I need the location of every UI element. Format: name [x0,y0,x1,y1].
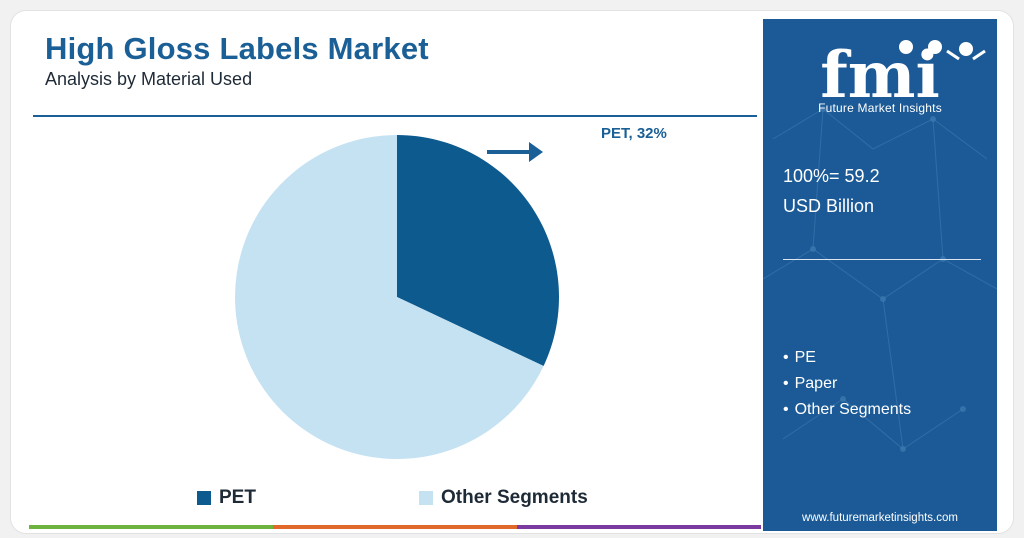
page-title: High Gloss Labels Market [45,31,429,66]
pie-slice-other-segments [235,135,544,459]
market-total-value: 100%= 59.2 [783,166,880,186]
legend-item-other-segments: Other Segments [419,487,588,509]
sidebar-panel: fmi Future Market Insights 100%= 59.2 US… [763,19,997,531]
title-divider [33,115,757,117]
pie-slice-pet [397,135,559,366]
logo-tagline: Future Market Insights [818,101,942,115]
legend-label-pet: PET [219,487,256,508]
page-subtitle: Analysis by Material Used [45,69,253,89]
bottom-color-bar [29,525,761,529]
segment-item: Other Segments [783,397,912,423]
report-card: High Gloss Labels Market Analysis by Mat… [10,10,1014,534]
legend-swatch-pet [197,491,211,505]
legend-swatch-other-segments [419,491,433,505]
market-total-unit: USD Billion [783,196,875,216]
legend-label-other-segments: Other Segments [441,487,588,508]
segment-item: PE [783,345,911,371]
segment-list: PE Paper Other Segments [783,345,912,423]
segment-item: Paper [783,371,911,397]
legend-item-pet: PET [197,487,256,509]
annotation-arrow [487,142,543,162]
website-url: www.futuremarketinsights.com [802,512,958,524]
pet-annotation-label: PET, 32% [601,125,667,142]
sidebar-divider [783,259,981,260]
logo-letters: fmi [820,38,940,113]
bar-segment-orange [273,525,517,529]
market-total: 100%= 59.2 USD Billion [783,161,880,221]
bar-segment-purple [517,525,761,529]
bar-segment-green [29,525,273,529]
fmi-logo-icon: fmi [820,38,986,113]
pie-chart: PET, 32% [235,125,667,459]
